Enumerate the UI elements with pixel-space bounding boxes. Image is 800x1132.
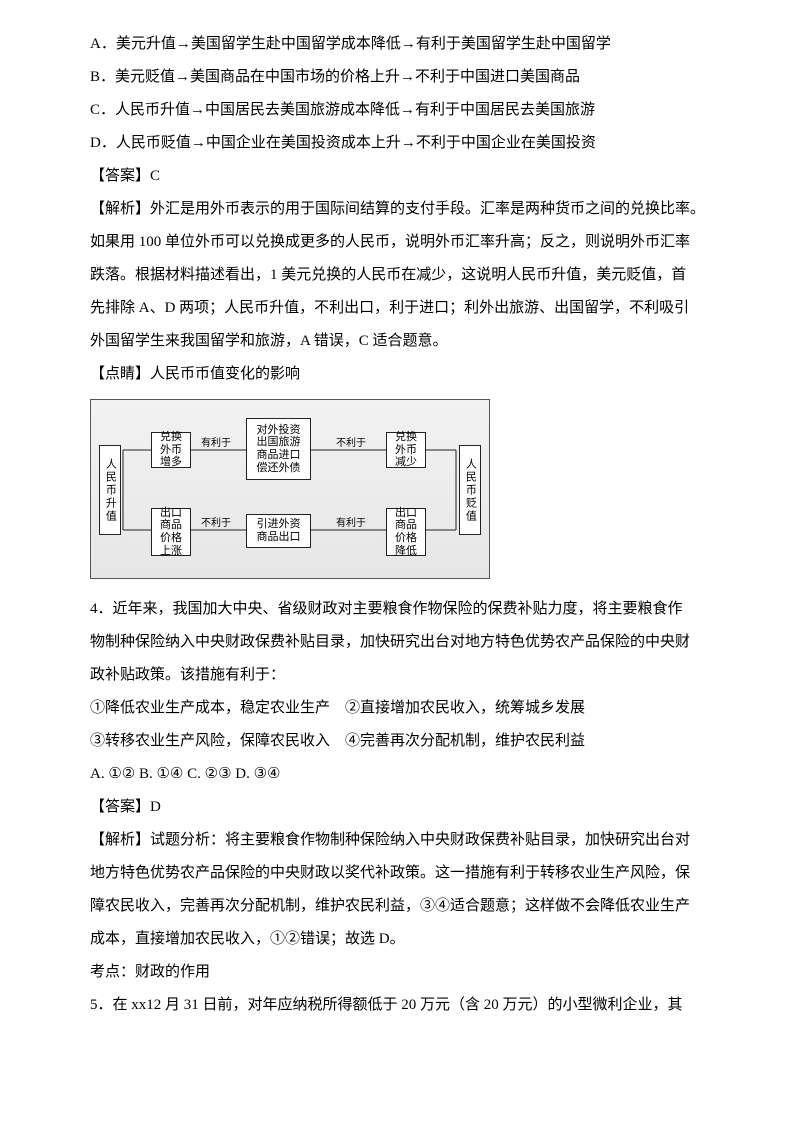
- q4-explanation: 障农民收入，完善再次分配机制，维护农民利益，③④适合题意；这样做不会降低农业生产: [90, 890, 710, 923]
- rmb-value-diagram: 人民币升值 兑换外币增多 对外投资 出国旅游 商品进口 偿还外债 兑换外币减少 …: [90, 399, 490, 579]
- option-b: B．美元贬值→美国商品在中国市场的价格上升→不利于中国进口美国商品: [90, 61, 710, 94]
- q4-stem: 物制种保险纳入中央财政保费补贴目录，加快研究出台对地方特色优势农产品保险的中央财: [90, 626, 710, 659]
- dianjing-label: 【点睛】人民币币值变化的影响: [90, 358, 710, 391]
- diagram-box-left: 人民币升值: [99, 445, 121, 535]
- diagram-label-bad: 不利于: [336, 438, 366, 450]
- explanation-text: 外汇是用外币表示的用于国际间结算的支付手段。汇率是两种货币之间的兑换比率。: [150, 201, 705, 217]
- diagram-box-br: 出口商品价格降低: [386, 508, 426, 556]
- q4-option-line: ③转移农业生产风险，保障农民收入 ④完善再次分配机制，维护农民利益: [90, 725, 710, 758]
- explanation-text: 外国留学生来我国留学和旅游，A 错误，C 适合题意。: [90, 325, 710, 358]
- explanation-label: 【解析】: [90, 201, 150, 217]
- q4-stem: 4．近年来，我国加大中央、省级财政对主要粮食作物保险的保费补贴力度，将主要粮食作: [90, 593, 710, 626]
- diagram-label-bad: 不利于: [201, 518, 231, 530]
- answer-label: 【答案】C: [90, 160, 710, 193]
- diagram-box-bc: 引进外资 商品出口: [246, 514, 311, 548]
- diagram-box-tc: 对外投资 出国旅游 商品进口 偿还外债: [246, 418, 311, 480]
- q4-stem: 政补贴政策。该措施有利于：: [90, 659, 710, 692]
- explanation-text: 如果用 100 单位外币可以兑换成更多的人民币，说明外币汇率升高；反之，则说明外…: [90, 226, 710, 259]
- q5-stem: 5．在 xx12 月 31 日前，对年应纳税所得额低于 20 万元（含 20 万…: [90, 989, 710, 1022]
- diagram-label-good: 有利于: [336, 518, 366, 530]
- diagram-box-tl: 兑换外币增多: [151, 432, 191, 468]
- option-c: C．人民币升值→中国居民去美国旅游成本降低→有利于中国居民去美国旅游: [90, 94, 710, 127]
- diagram-box-bl: 出口商品价格上涨: [151, 508, 191, 556]
- diagram-label-good: 有利于: [201, 438, 231, 450]
- q4-explanation: 成本，直接增加农民收入，①②错误；故选 D。: [90, 923, 710, 956]
- q4-kaodian: 考点：财政的作用: [90, 956, 710, 989]
- option-d: D．人民币贬值→中国企业在美国投资成本上升→不利于中国企业在美国投资: [90, 127, 710, 160]
- diagram-box-right: 人民币贬值: [459, 445, 481, 535]
- option-a: A．美元升值→美国留学生赴中国留学成本降低→有利于美国留学生赴中国留学: [90, 28, 710, 61]
- diagram-box-tr: 兑换外币减少: [386, 432, 426, 468]
- explanation-line: 【解析】外汇是用外币表示的用于国际间结算的支付手段。汇率是两种货币之间的兑换比率…: [90, 193, 710, 226]
- explanation-text: 先排除 A、D 两项；人民币升值，不利出口，利于进口；利外出旅游、出国留学，不利…: [90, 292, 710, 325]
- q4-answer: 【答案】D: [90, 791, 710, 824]
- q4-explanation: 地方特色优势农产品保险的中央财政以奖代补政策。这一措施有利于转移农业生产风险，保: [90, 857, 710, 890]
- q4-choices: A. ①② B. ①④ C. ②③ D. ③④: [90, 758, 710, 791]
- q4-option-line: ①降低农业生产成本，稳定农业生产 ②直接增加农民收入，统筹城乡发展: [90, 692, 710, 725]
- explanation-text: 试题分析：将主要粮食作物制种保险纳入中央财政保费补贴目录，加快研究出台对: [150, 832, 690, 848]
- explanation-text: 跌落。根据材料描述看出，1 美元兑换的人民币在减少，这说明人民币升值，美元贬值，…: [90, 259, 710, 292]
- explanation-label: 【解析】: [90, 832, 150, 848]
- q4-explanation: 【解析】试题分析：将主要粮食作物制种保险纳入中央财政保费补贴目录，加快研究出台对: [90, 824, 710, 857]
